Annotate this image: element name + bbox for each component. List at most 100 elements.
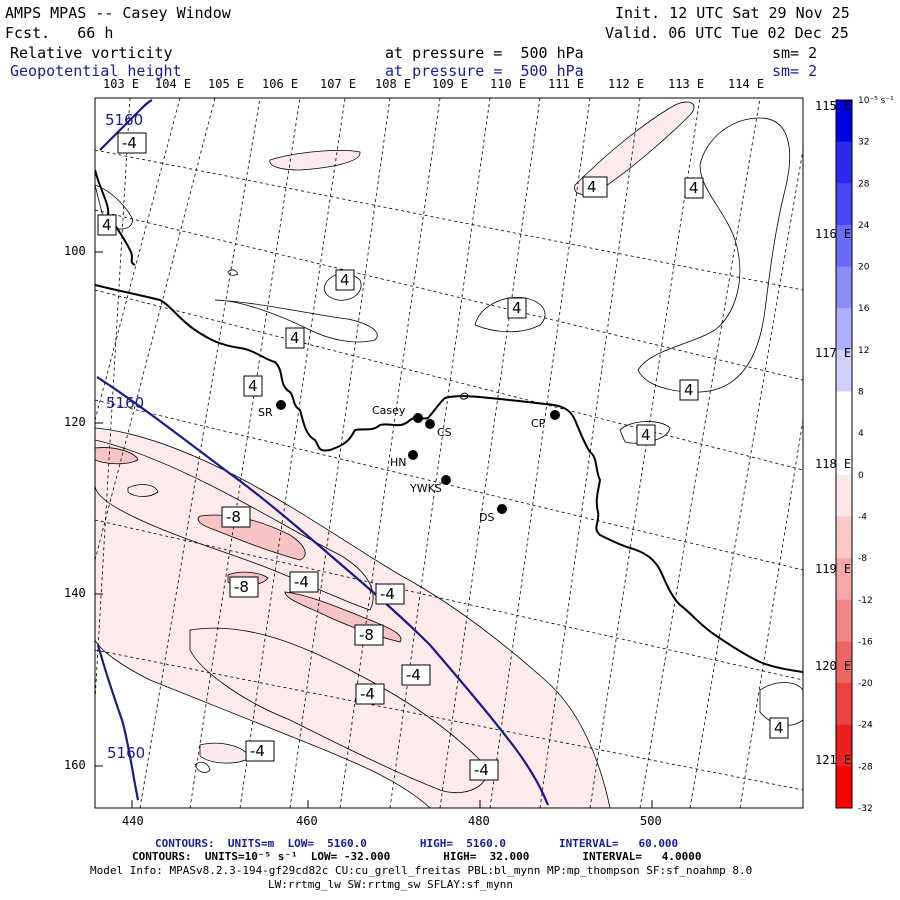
lon-label-right: 119 E: [815, 562, 852, 576]
lon-label-top: 111 E: [548, 77, 585, 91]
small-island: [459, 392, 469, 400]
height-contours: [96, 99, 550, 806]
field1-name: Relative vorticity: [10, 44, 173, 62]
height-labels: 5160 5160 5160: [105, 111, 145, 762]
station-label-ds: DS: [479, 511, 494, 524]
y-tick-label: 120: [64, 415, 86, 429]
vort-label: 4: [684, 381, 694, 399]
vort-label: 4: [587, 178, 597, 196]
colorbar-swatch: [836, 683, 852, 726]
lon-label-right: 120 E: [815, 659, 852, 673]
vorticity-shading: [95, 101, 695, 808]
lon-label-top: 103 E: [103, 77, 140, 91]
height-label: 5160: [107, 744, 145, 762]
station-label-casey: Casey: [372, 404, 406, 417]
stations: Casey CS SR HN YWKS DS CP: [258, 400, 560, 524]
lon-label-right: 121 E: [815, 753, 852, 767]
colorbar-frame: [835, 99, 853, 809]
plot-title: AMPS MPAS -- Casey Window: [5, 4, 231, 22]
colorbar-swatch: [836, 641, 852, 684]
plot-frame: [94, 97, 804, 809]
colorbar-label: -16: [858, 637, 873, 647]
field1-smoothing: sm= 2: [772, 44, 818, 62]
lon-label-top: 112 E: [608, 77, 645, 91]
station-marker-casey: [413, 413, 423, 423]
lat-lon-grid: [95, 98, 803, 808]
forecast-hour: Fcst. 66 h: [5, 24, 114, 42]
vort-label: -4: [474, 761, 489, 779]
vort-label: -4: [294, 573, 309, 591]
colorbar-label: 32: [858, 138, 869, 148]
vort-label: 4: [102, 216, 112, 234]
field2-name: Geopotential height: [10, 62, 182, 80]
height-contour-info: CONTOURS: UNITS=m LOW= 5160.0 HIGH= 5160…: [155, 837, 679, 850]
colorbar-label: -24: [858, 721, 873, 731]
height-label: 5160: [105, 111, 143, 129]
height-label: 5160: [106, 394, 144, 412]
vort-label: -4: [360, 685, 375, 703]
lon-label-top: 113 E: [668, 77, 705, 91]
colorbar-swatch: [836, 516, 852, 559]
station-label-cs: CS: [437, 426, 452, 439]
station-marker-hn: [408, 450, 418, 460]
colorbar-label: 0: [858, 471, 864, 481]
station-label-cp: CP: [531, 417, 546, 430]
colorbar-swatch: [836, 433, 852, 476]
x-tick-label: 480: [468, 814, 490, 828]
y-tick-label: 140: [64, 586, 86, 600]
colorbar-label: 20: [858, 263, 870, 273]
colorbar-swatch: [836, 474, 852, 517]
vort-label: 4: [340, 271, 350, 289]
colorbar-swatch: [836, 266, 852, 309]
lon-label-top: 104 E: [155, 77, 192, 91]
station-marker-ywks: [441, 475, 451, 485]
colorbar-label: 12: [858, 346, 869, 356]
vort-label: -8: [359, 626, 374, 644]
x-tick-label: 440: [122, 814, 144, 828]
colorbar-swatch: [836, 558, 852, 601]
station-label-hn: HN: [390, 456, 407, 469]
colorbar-swatch: [836, 724, 852, 767]
colorbar-swatch: [836, 224, 852, 268]
station-label-ywks: YWKS: [409, 482, 442, 495]
vort-label: -8: [234, 578, 249, 596]
colorbar-label: -32: [858, 804, 873, 814]
colorbar-swatch: [836, 183, 852, 226]
lon-label-right: 116 E: [815, 227, 852, 241]
colorbar-swatch: [836, 349, 852, 393]
vort-label: 4: [641, 426, 651, 444]
station-marker-sr: [276, 400, 286, 410]
lon-label-top: 107 E: [320, 77, 357, 91]
station-marker-cs: [425, 419, 435, 429]
y-tick-label: 100: [64, 244, 86, 258]
lon-label-top: 106 E: [262, 77, 299, 91]
colorbar-label: -12: [858, 596, 873, 606]
colorbar-label: 4: [858, 429, 864, 439]
colorbar-swatch: [836, 766, 852, 809]
lon-label-top: 109 E: [432, 77, 469, 91]
colorbar-swatch: [836, 599, 852, 642]
coastline: [95, 169, 803, 673]
station-marker-ds: [497, 504, 507, 514]
lon-label-right: 115 E: [815, 99, 852, 113]
vort-label: -4: [380, 585, 395, 603]
colorbar-label: -4: [858, 512, 867, 522]
x-tick-label: 460: [296, 814, 318, 828]
vort-label: -4: [122, 134, 137, 152]
vorticity-contour-info: CONTOURS: UNITS=10⁻⁵ s⁻¹ LOW= -32.000 HI…: [132, 850, 702, 863]
colorbar-label: -20: [858, 679, 873, 689]
vort-label: -4: [406, 666, 421, 684]
vort-label: -4: [250, 742, 265, 760]
vorticity-labels: -4 4 4 4 4 4 4 4 4 4 4 -8 -8 -4 -4 -8 -4…: [97, 132, 789, 781]
vort-label: 4: [248, 377, 258, 395]
valid-time: Valid. 06 UTC Tue 02 Dec 25: [605, 24, 849, 42]
lon-label-right: 118 E: [815, 457, 852, 471]
colorbar-swatch: [836, 308, 852, 351]
colorbar-label: 8: [858, 388, 864, 398]
model-info: Model Info: MPASv8.2.3-194-gf29cd82c CU:…: [90, 864, 753, 877]
lon-label-top: 110 E: [490, 77, 527, 91]
field2-pressure: at pressure = 500 hPa: [385, 62, 584, 80]
field2-smoothing: sm= 2: [772, 62, 818, 80]
lon-label-right: 117 E: [815, 346, 852, 360]
